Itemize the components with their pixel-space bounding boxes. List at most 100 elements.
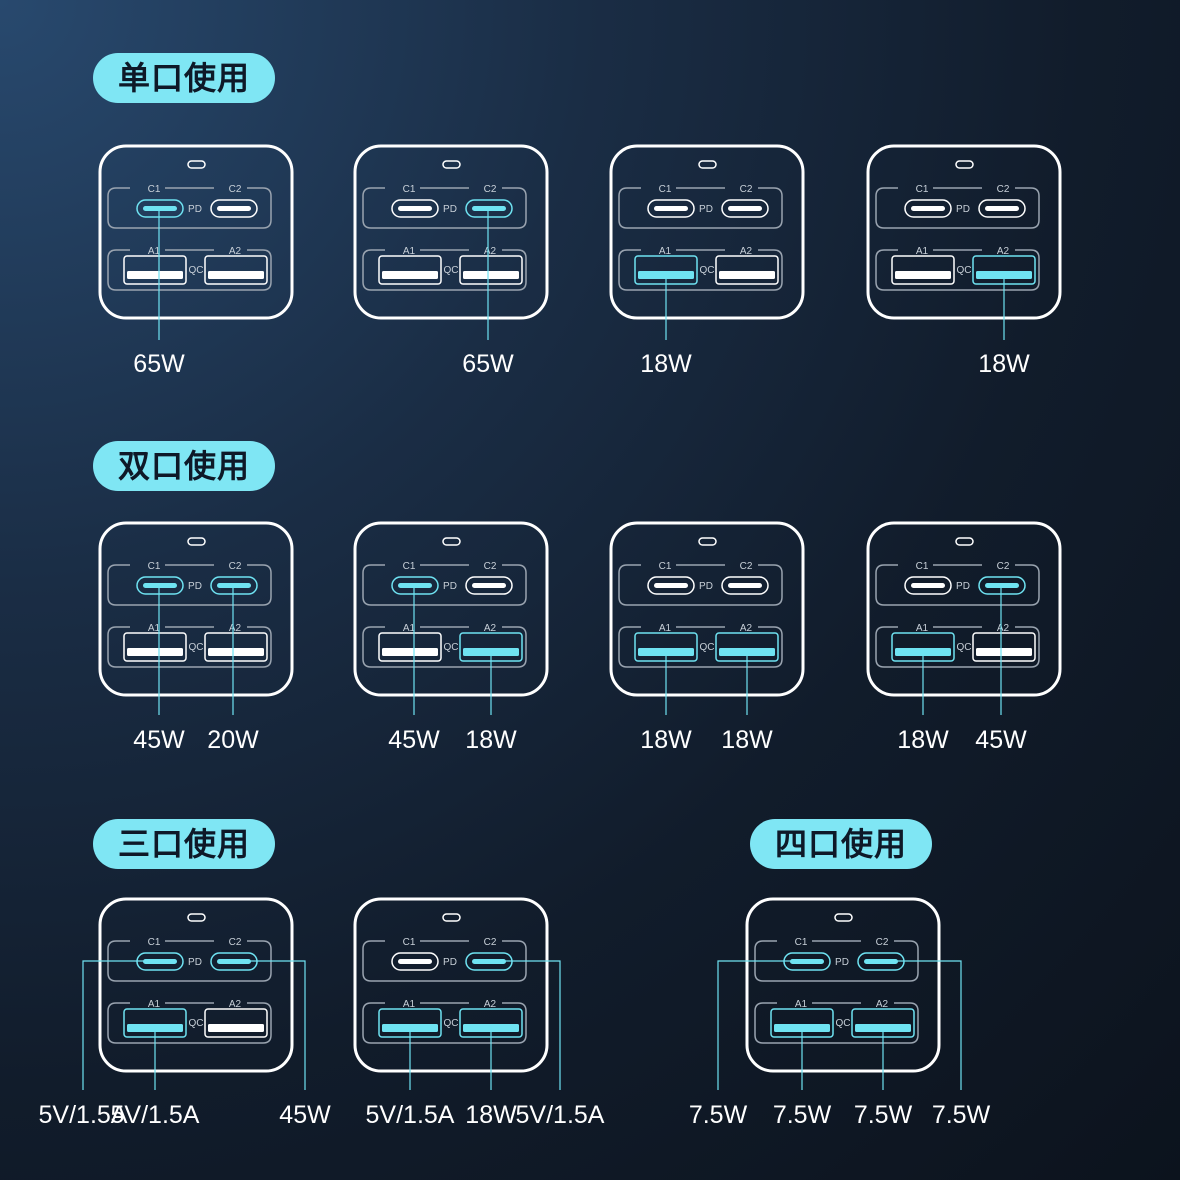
usb-c-port-c2 xyxy=(721,199,769,218)
usb-a-port-a2 xyxy=(972,632,1036,662)
usb-a-group xyxy=(875,249,1040,291)
port-label: C2 xyxy=(484,937,497,948)
port-label: A2 xyxy=(997,246,1010,257)
port-label: C2 xyxy=(484,184,497,195)
led-indicator xyxy=(698,160,717,169)
port-label: C1 xyxy=(916,184,929,195)
port-label: A2 xyxy=(997,623,1010,634)
qc-label: QC xyxy=(189,642,204,653)
pd-label: PD xyxy=(956,581,970,592)
charger: C1 C2 A1 A2 PD QC xyxy=(353,144,549,320)
usb-a-group xyxy=(362,626,527,668)
usb-a-group xyxy=(362,1002,527,1044)
usb-c-port-c2 xyxy=(465,199,513,218)
charger-body xyxy=(353,144,549,320)
led-indicator xyxy=(834,913,853,922)
port-slot xyxy=(911,206,945,211)
pd-label: PD xyxy=(835,957,849,968)
port-label: A1 xyxy=(403,999,416,1010)
qc-label: QC xyxy=(836,1018,851,1029)
charger: C1 C2 A1 A2 PD QC xyxy=(98,521,294,697)
output-label: 18W xyxy=(978,350,1030,378)
port-slot xyxy=(654,206,688,211)
led-indicator xyxy=(187,913,206,922)
output-line xyxy=(488,960,561,1090)
charger-body xyxy=(353,897,549,1073)
charger-body xyxy=(745,897,941,1073)
usb-c-group xyxy=(618,187,783,229)
led-indicator xyxy=(698,537,717,546)
usb-c-group xyxy=(107,187,272,229)
usb-c-port-c1 xyxy=(904,199,952,218)
port-slot xyxy=(463,271,519,279)
usb-a-port-a2 xyxy=(204,1008,268,1038)
port-slot xyxy=(127,271,183,279)
pd-label: PD xyxy=(188,581,202,592)
qc-label: QC xyxy=(957,642,972,653)
usb-a-port-a1 xyxy=(123,255,187,285)
port-label: C1 xyxy=(916,561,929,572)
output-line xyxy=(880,960,962,1090)
port-label: C2 xyxy=(740,561,753,572)
output-label: 20W xyxy=(207,726,259,754)
usb-c-port-c2 xyxy=(978,576,1026,595)
charger-body xyxy=(98,144,294,320)
qc-label: QC xyxy=(444,642,459,653)
usb-c-group xyxy=(618,564,783,606)
port-label: C1 xyxy=(403,561,416,572)
port-label: A2 xyxy=(740,623,753,634)
usb-a-group xyxy=(362,249,527,291)
usb-a-port-a1 xyxy=(378,632,442,662)
qc-label: QC xyxy=(444,265,459,276)
usb-a-group xyxy=(107,1002,272,1044)
usb-c-port-c1 xyxy=(136,576,184,595)
usb-a-port-a2 xyxy=(715,255,779,285)
port-label: C1 xyxy=(403,184,416,195)
output-label: 5V/1.5A xyxy=(39,1101,128,1129)
output-label: 7.5W xyxy=(854,1101,913,1129)
usb-a-group xyxy=(107,249,272,291)
port-label: C1 xyxy=(795,937,808,948)
pd-label: PD xyxy=(443,581,457,592)
port-slot xyxy=(217,206,251,211)
led-indicator xyxy=(955,537,974,546)
usb-a-port-a1 xyxy=(123,632,187,662)
charger: C1 C2 A1 A2 PD QC xyxy=(98,144,294,320)
usb-a-group xyxy=(875,626,1040,668)
usb-c-group xyxy=(362,940,527,982)
usb-a-port-a2 xyxy=(459,255,523,285)
port-label: C1 xyxy=(148,937,161,948)
led-indicator xyxy=(442,913,461,922)
port-label: A2 xyxy=(876,999,889,1010)
output-label: 65W xyxy=(133,350,185,378)
port-label: A1 xyxy=(148,623,161,634)
port-slot xyxy=(472,206,506,211)
usb-c-group xyxy=(107,940,272,982)
charger: C1 C2 A1 A2 PD QC xyxy=(609,521,805,697)
port-label: C2 xyxy=(229,561,242,572)
usb-a-port-a1 xyxy=(891,255,955,285)
output-line xyxy=(717,960,806,1090)
qc-label: QC xyxy=(444,1018,459,1029)
port-label: A2 xyxy=(229,623,242,634)
output-label: 5V/1.5A xyxy=(111,1101,200,1129)
output-line xyxy=(233,960,306,1090)
port-label: A1 xyxy=(659,246,672,257)
port-label: A2 xyxy=(740,246,753,257)
qc-label: QC xyxy=(957,265,972,276)
pd-label: PD xyxy=(699,204,713,215)
charger: C1 C2 A1 A2 PD QC xyxy=(353,521,549,697)
usb-c-port-c2 xyxy=(721,576,769,595)
port-label: C1 xyxy=(659,561,672,572)
output-label: 18W xyxy=(897,726,949,754)
output-label: 7.5W xyxy=(689,1101,748,1129)
section-title-dual-port: 双口使用 xyxy=(93,441,275,491)
output-label: 18W xyxy=(465,1101,517,1129)
port-label: A1 xyxy=(916,623,929,634)
port-slot xyxy=(143,206,177,211)
port-label: C2 xyxy=(740,184,753,195)
qc-label: QC xyxy=(700,265,715,276)
led-indicator xyxy=(442,537,461,546)
port-label: C1 xyxy=(148,561,161,572)
